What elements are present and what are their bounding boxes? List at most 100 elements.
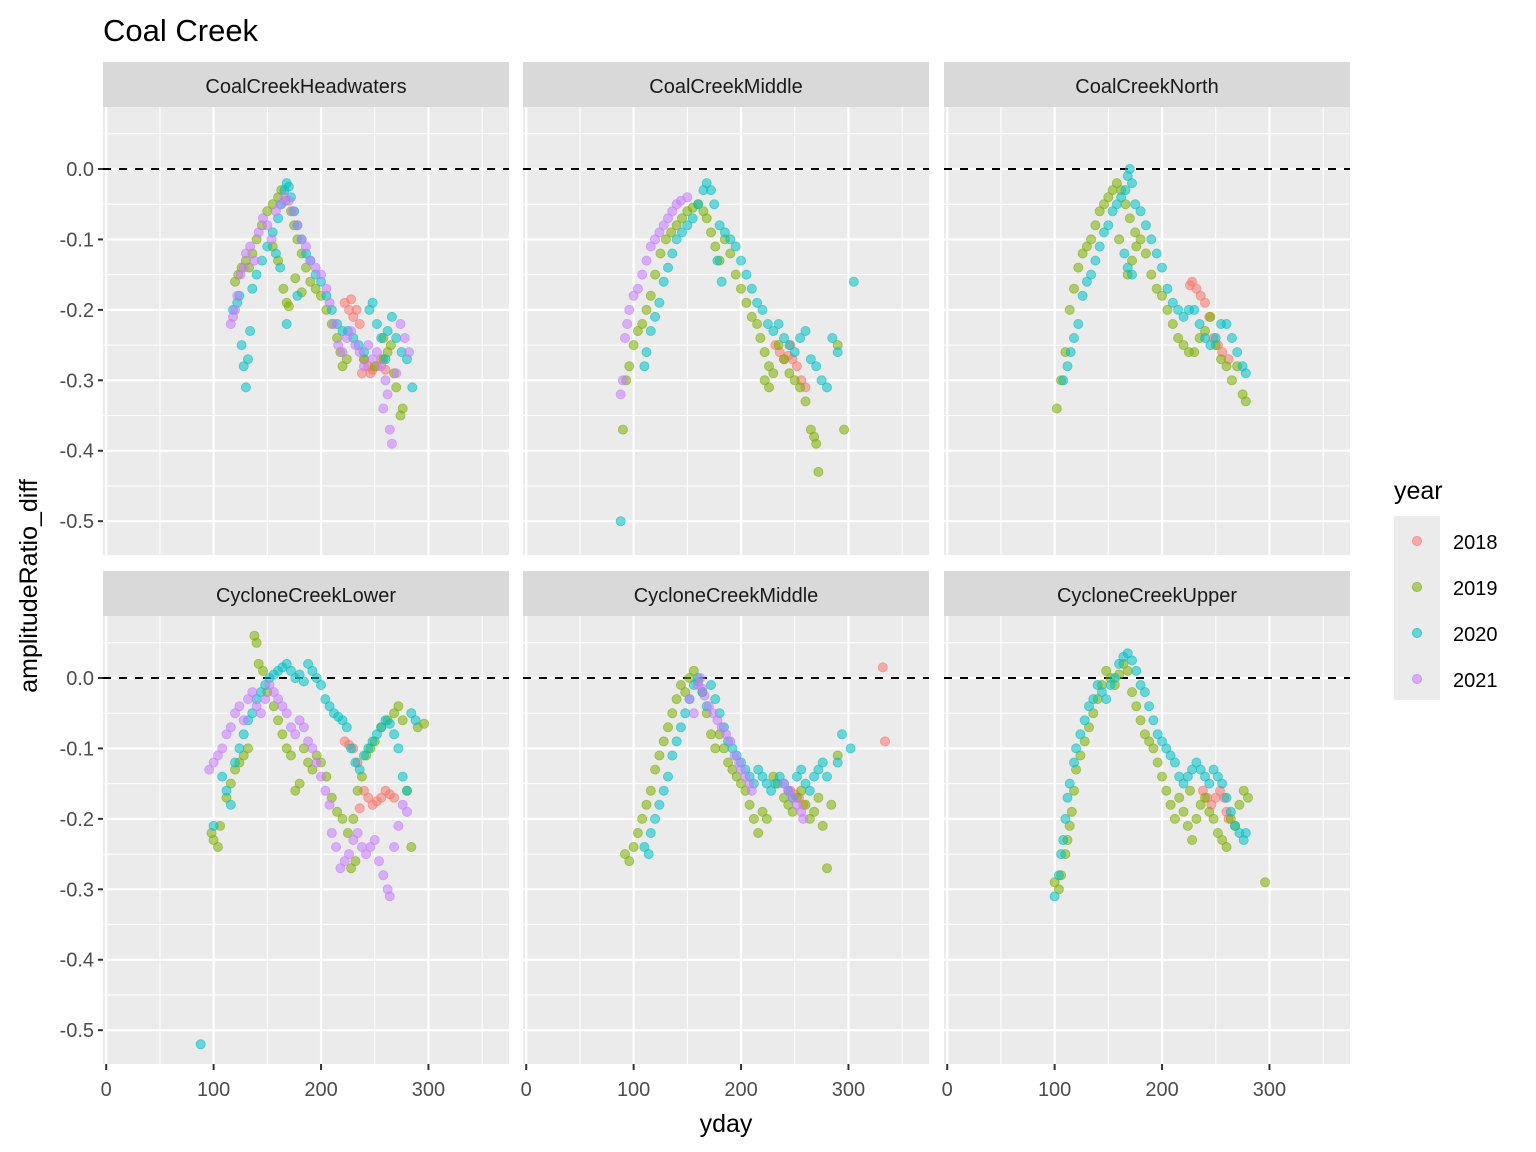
data-point [273, 715, 284, 726]
facet-panel: CoalCreekHeadwaters 0.0 -0.1 -0.2 -0.3 -0.4 -0… [60, 62, 509, 555]
data-point [682, 220, 693, 231]
data-point [746, 785, 757, 796]
x-tick-label: 100 [197, 1079, 230, 1101]
y-tick-label: -0.1 [60, 738, 94, 760]
panel-background [103, 616, 509, 1064]
data-point [212, 842, 223, 853]
data-point [384, 718, 395, 729]
data-point [1131, 241, 1142, 252]
data-point [298, 722, 309, 733]
data-point [1127, 687, 1138, 698]
data-point [305, 255, 316, 266]
data-point [378, 870, 389, 881]
x-tick-label: 100 [1038, 1079, 1071, 1101]
legend-key-dot [1411, 535, 1423, 547]
data-point [1205, 311, 1216, 322]
data-point [350, 856, 361, 867]
data-point [283, 181, 294, 192]
data-point [671, 736, 682, 747]
data-point [637, 813, 648, 824]
data-point [346, 743, 357, 754]
data-point [1225, 806, 1236, 817]
data-point [709, 199, 720, 210]
data-point [300, 241, 311, 252]
data-point [1064, 304, 1075, 315]
data-point [240, 382, 251, 393]
data-point [632, 283, 643, 294]
series-2018 [339, 736, 400, 814]
data-point [1060, 813, 1071, 824]
data-point [1240, 828, 1251, 839]
data-point [827, 332, 838, 343]
data-point [354, 764, 365, 775]
data-point [245, 241, 256, 252]
data-point [658, 276, 669, 287]
data-point [795, 332, 806, 343]
data-point [410, 715, 421, 726]
data-point [208, 820, 219, 831]
data-point [650, 813, 661, 824]
data-point [1062, 361, 1073, 372]
data-point [671, 220, 682, 231]
data-point [637, 269, 648, 280]
data-point [643, 849, 654, 860]
data-point [275, 262, 286, 273]
y-tick-label: -0.4 [60, 950, 94, 972]
data-point [232, 290, 243, 301]
data-point [1221, 792, 1232, 803]
data-point [1217, 778, 1228, 789]
data-point [800, 396, 811, 407]
data-point [1130, 199, 1141, 210]
data-point [266, 234, 277, 245]
data-point [667, 248, 678, 259]
data-point [845, 743, 856, 754]
data-point [736, 283, 747, 294]
data-point [324, 799, 335, 810]
data-point [1086, 269, 1097, 280]
data-point [393, 820, 404, 831]
data-point [809, 806, 820, 817]
data-point [255, 708, 266, 719]
data-point [369, 835, 380, 846]
data-point [1221, 318, 1232, 329]
data-point [1226, 332, 1237, 343]
data-point [1140, 220, 1151, 231]
data-point [695, 673, 706, 684]
data-point [791, 361, 802, 372]
data-point [407, 382, 418, 393]
data-point [632, 828, 643, 839]
data-point [1069, 757, 1080, 768]
data-point [1119, 248, 1130, 259]
data-point [682, 192, 693, 203]
data-point [687, 213, 698, 224]
data-point [752, 297, 763, 308]
data-point [699, 690, 710, 701]
data-point [311, 757, 322, 768]
series-2020 [1049, 648, 1251, 902]
data-point [1062, 792, 1073, 803]
data-point [637, 318, 648, 329]
data-point [1204, 778, 1215, 789]
data-point [1139, 687, 1150, 698]
data-point [1173, 304, 1184, 315]
data-point [1260, 877, 1271, 888]
data-point [1161, 785, 1172, 796]
x-tick-label: 200 [724, 1079, 757, 1101]
y-tick-label: -0.3 [60, 879, 94, 901]
data-point [757, 304, 768, 315]
data-point [784, 340, 795, 351]
data-point [641, 347, 652, 358]
data-point [761, 813, 772, 824]
data-point [798, 813, 809, 824]
data-point [1086, 234, 1097, 245]
data-point [277, 729, 288, 740]
data-point [628, 340, 639, 351]
data-point [395, 318, 406, 329]
data-point [281, 318, 292, 329]
data-point [310, 262, 321, 273]
data-point [832, 757, 843, 768]
data-point [710, 694, 721, 705]
data-point [385, 340, 396, 351]
data-point [677, 213, 688, 224]
data-point [839, 424, 850, 435]
